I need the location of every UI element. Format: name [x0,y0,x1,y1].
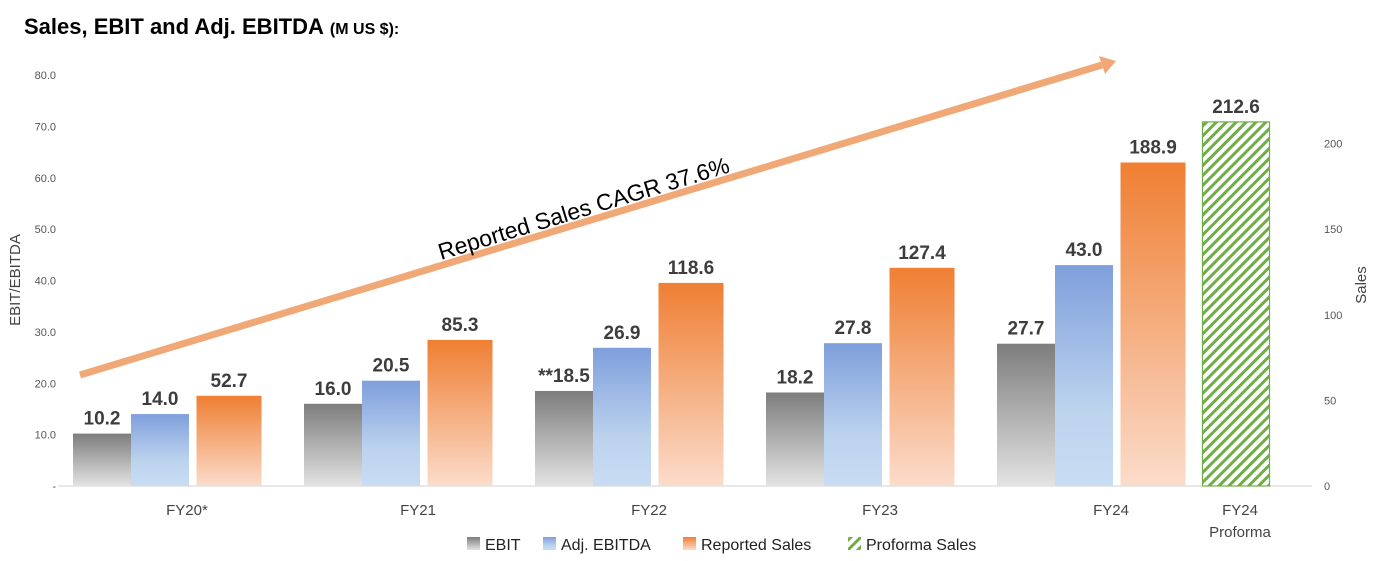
bar-ebit [304,403,362,486]
bar-reported-sales [427,339,493,486]
legend-label: EBIT [485,537,521,554]
right-tick-label: 200 [1324,139,1342,151]
legend-swatch [683,537,696,550]
data-label-ebit: 18.2 [777,367,814,388]
cagr-arrow-line [78,61,1104,379]
data-label-ebit: **18.5 [538,366,590,387]
right-tick-label: 50 [1324,395,1336,407]
data-label-adj-ebitda: 43.0 [1066,240,1103,261]
right-axis-title: Sales [1353,266,1370,304]
data-label-reported-sales: 118.6 [668,258,715,279]
data-label-reported-sales: 85.3 [442,315,479,336]
bar-adj-ebitda [824,343,882,486]
chart-title-main: Sales, EBIT and Adj. EBITDA [24,14,324,39]
bar-ebit [997,343,1055,486]
right-tick-label: 150 [1324,224,1342,236]
left-axis-title: EBIT/EBITDA [7,234,24,326]
left-tick-label: 50.0 [35,224,56,236]
chart-title-unit: (M US $): [330,21,399,38]
bar-ebit [766,392,824,486]
left-tick-label: 20.0 [35,378,56,390]
left-tick-label: 60.0 [35,173,56,185]
category-label: FY24 Proforma [1209,502,1271,541]
left-tick-label: - [52,481,56,493]
bars [73,121,1271,487]
left-tick-label: 70.0 [35,121,56,133]
bar-proforma-sales [1201,121,1271,487]
data-labels: 10.2 16.0 **18.5 18.2 27.7 14.0 20.5 26.9 27.8 43… [84,97,1260,430]
left-axis-ticks: - 10.0 20.0 30.0 40.0 50.0 60.0 70.0 80.0 [35,70,57,493]
chart-title: Sales, EBIT and Adj. EBITDA (M US $): [24,14,399,39]
category-label: FY22 [631,502,667,519]
legend: EBIT Adj. EBITDA Reported Sales Proforma Sa… [467,537,976,554]
category-labels: FY20* FY21 FY22 FY23 FY24 FY24 Proforma [166,502,1271,541]
category-label: FY21 [400,502,436,519]
cagr-annotation: Reported Sales CAGR 37.6% [78,56,1116,379]
legend-label: Reported Sales [701,537,811,554]
data-label-proforma-sales: 212.6 [1212,97,1260,118]
right-tick-label: 100 [1324,310,1342,322]
bar-adj-ebitda [1055,265,1113,486]
data-label-ebit: 16.0 [315,379,352,400]
bar-reported-sales [658,282,724,486]
left-tick-label: 10.0 [35,430,56,442]
data-label-adj-ebitda: 20.5 [373,356,410,377]
bar-adj-ebitda [362,380,420,486]
bar-reported-sales [196,395,262,486]
data-label-reported-sales: 188.9 [1129,138,1177,159]
category-label: FY24 [1093,502,1129,519]
bar-reported-sales [1120,162,1186,487]
data-label-adj-ebitda: 26.9 [604,323,641,344]
category-label: FY20* [166,502,208,519]
left-tick-label: 30.0 [35,327,56,339]
bar-adj-ebitda [593,347,651,486]
left-tick-label: 80.0 [35,70,56,82]
data-label-ebit: 27.7 [1008,319,1045,340]
legend-swatch [543,537,556,550]
data-label-reported-sales: 127.4 [898,243,946,264]
data-label-reported-sales: 52.7 [211,371,248,392]
left-tick-label: 40.0 [35,276,56,288]
legend-swatch [467,537,480,550]
cagr-label: Reported Sales CAGR 37.6% [435,152,732,265]
bar-adj-ebitda [131,414,189,486]
right-axis-ticks: 0 50 100 150 200 [1324,139,1342,494]
right-tick-label: 0 [1324,481,1330,493]
legend-swatch [848,537,861,550]
legend-label: Adj. EBITDA [561,537,651,554]
bar-reported-sales [889,267,955,486]
bar-ebit [535,390,593,486]
category-label: FY23 [862,502,898,519]
cagr-arrowhead [1099,56,1116,74]
bar-ebit [73,433,131,486]
data-label-adj-ebitda: 27.8 [835,318,872,339]
data-label-adj-ebitda: 14.0 [142,389,179,410]
legend-label: Proforma Sales [866,537,976,554]
data-label-ebit: 10.2 [84,409,121,430]
